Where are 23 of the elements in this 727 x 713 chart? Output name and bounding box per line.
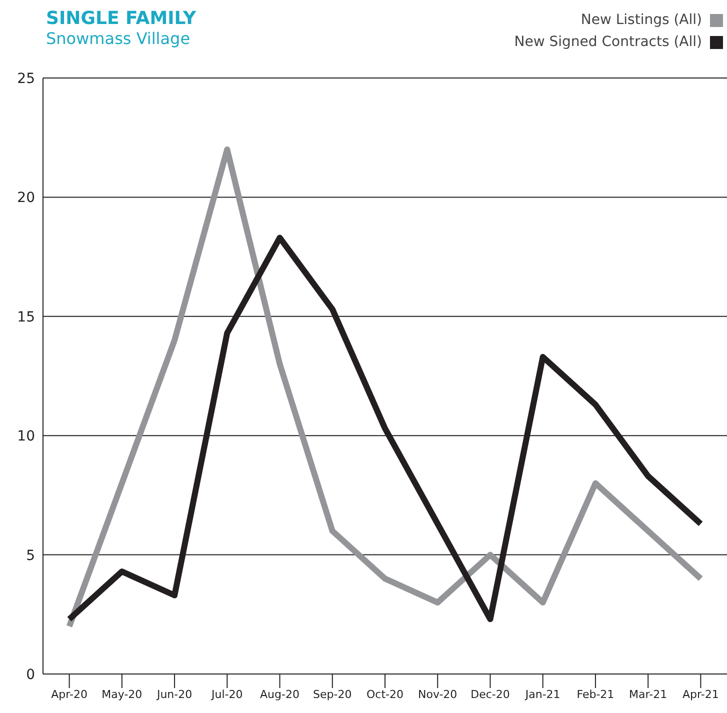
- chart-title: SINGLE FAMILY: [46, 8, 196, 29]
- x-tick-label: Jun-20: [156, 688, 192, 701]
- x-tick-label: Jul-20: [210, 688, 243, 701]
- y-tick-label: 10: [17, 428, 35, 445]
- legend-label: New Listings (All): [580, 12, 702, 28]
- x-tick-label: Jan-21: [524, 688, 560, 701]
- x-tick-label: Dec-20: [470, 688, 510, 701]
- x-tick-label: Apr-21: [682, 688, 719, 701]
- y-tick-label: 25: [17, 70, 35, 87]
- y-tick-label: 5: [26, 548, 35, 564]
- y-tick-label: 20: [17, 190, 35, 206]
- x-tick-label: Mar-21: [629, 688, 668, 701]
- chart-subtitle: Snowmass Village: [46, 29, 192, 48]
- x-tick-label: Sep-20: [313, 688, 352, 701]
- legend-label: New Signed Contracts (All): [514, 34, 702, 50]
- x-tick-label: Nov-20: [418, 688, 458, 701]
- y-tick-label: 15: [17, 309, 35, 326]
- x-tick-label: Apr-20: [51, 688, 88, 701]
- x-tick-label: Feb-21: [576, 688, 614, 701]
- x-tick-label: Oct-20: [366, 688, 404, 701]
- x-tick-label: Aug-20: [260, 688, 300, 701]
- x-tick-label: May-20: [102, 688, 142, 701]
- y-tick-label: 0: [26, 666, 35, 683]
